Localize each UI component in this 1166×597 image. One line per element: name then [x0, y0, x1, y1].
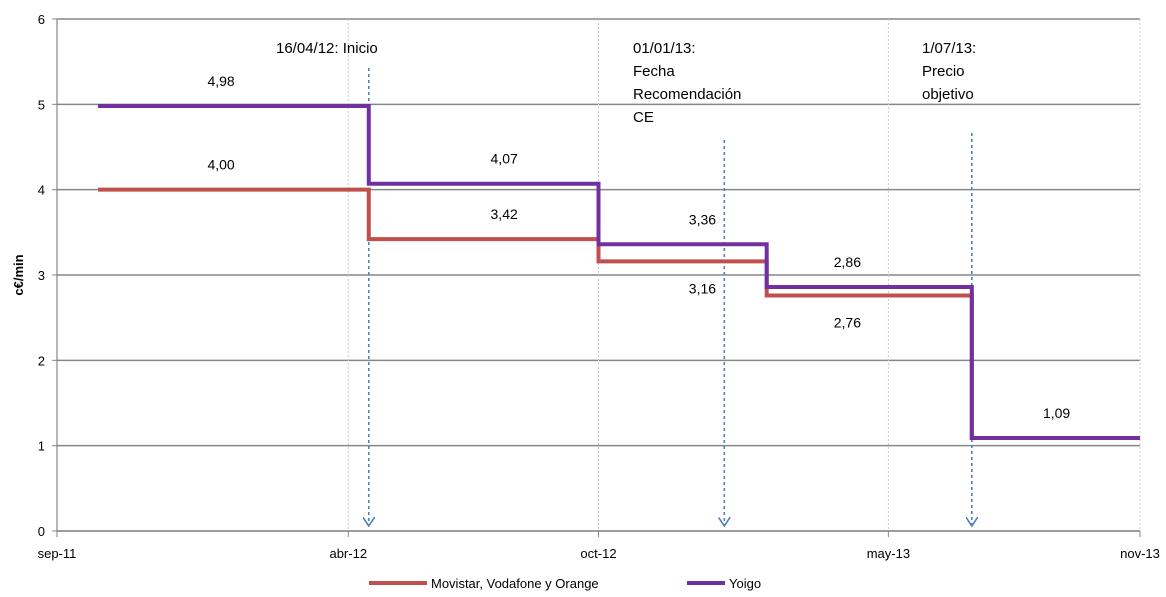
y-axis-title: c€/min	[11, 254, 26, 295]
legend-label: Yoigo	[729, 576, 761, 591]
annotation-text: Fecha	[633, 63, 675, 80]
data-label: 3,36	[689, 211, 716, 227]
x-tick-label: sep-11	[38, 546, 77, 561]
data-label: 4,07	[491, 151, 518, 167]
legend-label: Movistar, Vodafone y Orange	[431, 576, 599, 591]
data-label: 2,86	[834, 254, 861, 270]
data-label: 2,76	[834, 314, 861, 330]
x-tick-label: oct-12	[580, 546, 616, 561]
y-tick-label: 4	[38, 183, 45, 198]
x-tick-label: abr-12	[329, 546, 367, 561]
data-label: 4,98	[207, 73, 234, 89]
data-label: 3,42	[491, 206, 518, 222]
annotation-text: Precio	[922, 63, 965, 80]
y-tick-label: 3	[38, 268, 45, 283]
data-label: 1,09	[1043, 405, 1070, 421]
series-line-movistar-vodafone-orange	[98, 187, 1140, 440]
x-tick-label: may-13	[867, 546, 910, 561]
annotation-text: CE	[633, 109, 654, 126]
y-tick-label: 1	[38, 439, 45, 454]
x-tick-label: nov-13	[1120, 546, 1160, 561]
annotation-text: 01/01/13:	[633, 40, 696, 57]
y-tick-label: 2	[38, 353, 45, 368]
annotation-text: 16/04/12: Inicio	[276, 40, 378, 57]
data-label: 3,16	[689, 280, 716, 296]
y-tick-label: 0	[38, 524, 45, 539]
y-tick-label: 6	[38, 12, 45, 27]
annotation-text: objetivo	[922, 86, 974, 103]
annotation-text: 1/07/13:	[922, 40, 976, 57]
series-line-yoigo	[98, 104, 1140, 440]
data-label: 4,00	[207, 157, 234, 173]
y-tick-label: 5	[38, 97, 45, 112]
annotation-text: Recomendación	[633, 86, 741, 103]
